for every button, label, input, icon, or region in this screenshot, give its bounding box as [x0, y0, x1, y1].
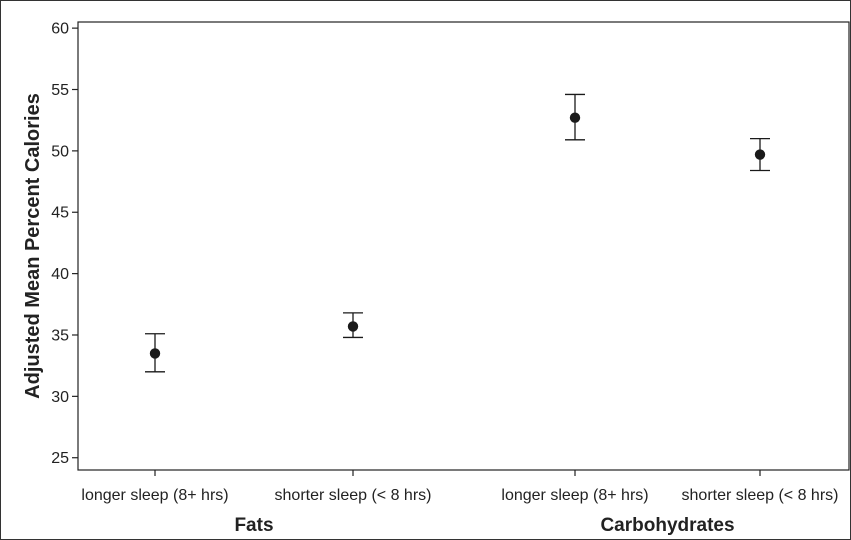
- y-tick-label: 30: [51, 389, 69, 406]
- y-tick-label: 25: [51, 450, 69, 467]
- group-label: Carbohydrates: [600, 515, 734, 536]
- x-axis: longer sleep (8+ hrs) shorter sleep (< 8 …: [81, 470, 838, 536]
- x-tick-label: shorter sleep (< 8 hrs): [275, 487, 432, 504]
- data-point: [754, 149, 766, 160]
- x-tick-label: longer sleep (8+ hrs): [501, 487, 648, 504]
- data-point: [149, 348, 161, 359]
- y-tick-label: 60: [51, 21, 69, 38]
- y-tick-label: 50: [51, 143, 69, 160]
- y-tick-label: 35: [51, 327, 69, 344]
- data-point: [569, 112, 581, 123]
- x-tick-label: shorter sleep (< 8 hrs): [682, 487, 839, 504]
- x-tick-label: longer sleep (8+ hrs): [81, 487, 228, 504]
- y-tick-label: 40: [51, 266, 69, 283]
- plot-area: [77, 21, 850, 471]
- y-tick-label: 55: [51, 82, 69, 99]
- y-tick-label: 45: [51, 205, 69, 222]
- data-marks: [145, 93, 770, 373]
- data-point: [347, 321, 359, 332]
- y-axis: 25 30 35 40 45 50 55 60: [51, 21, 78, 467]
- y-axis-title: Adjusted Mean Percent Calories: [22, 93, 44, 399]
- group-label: Fats: [234, 515, 273, 536]
